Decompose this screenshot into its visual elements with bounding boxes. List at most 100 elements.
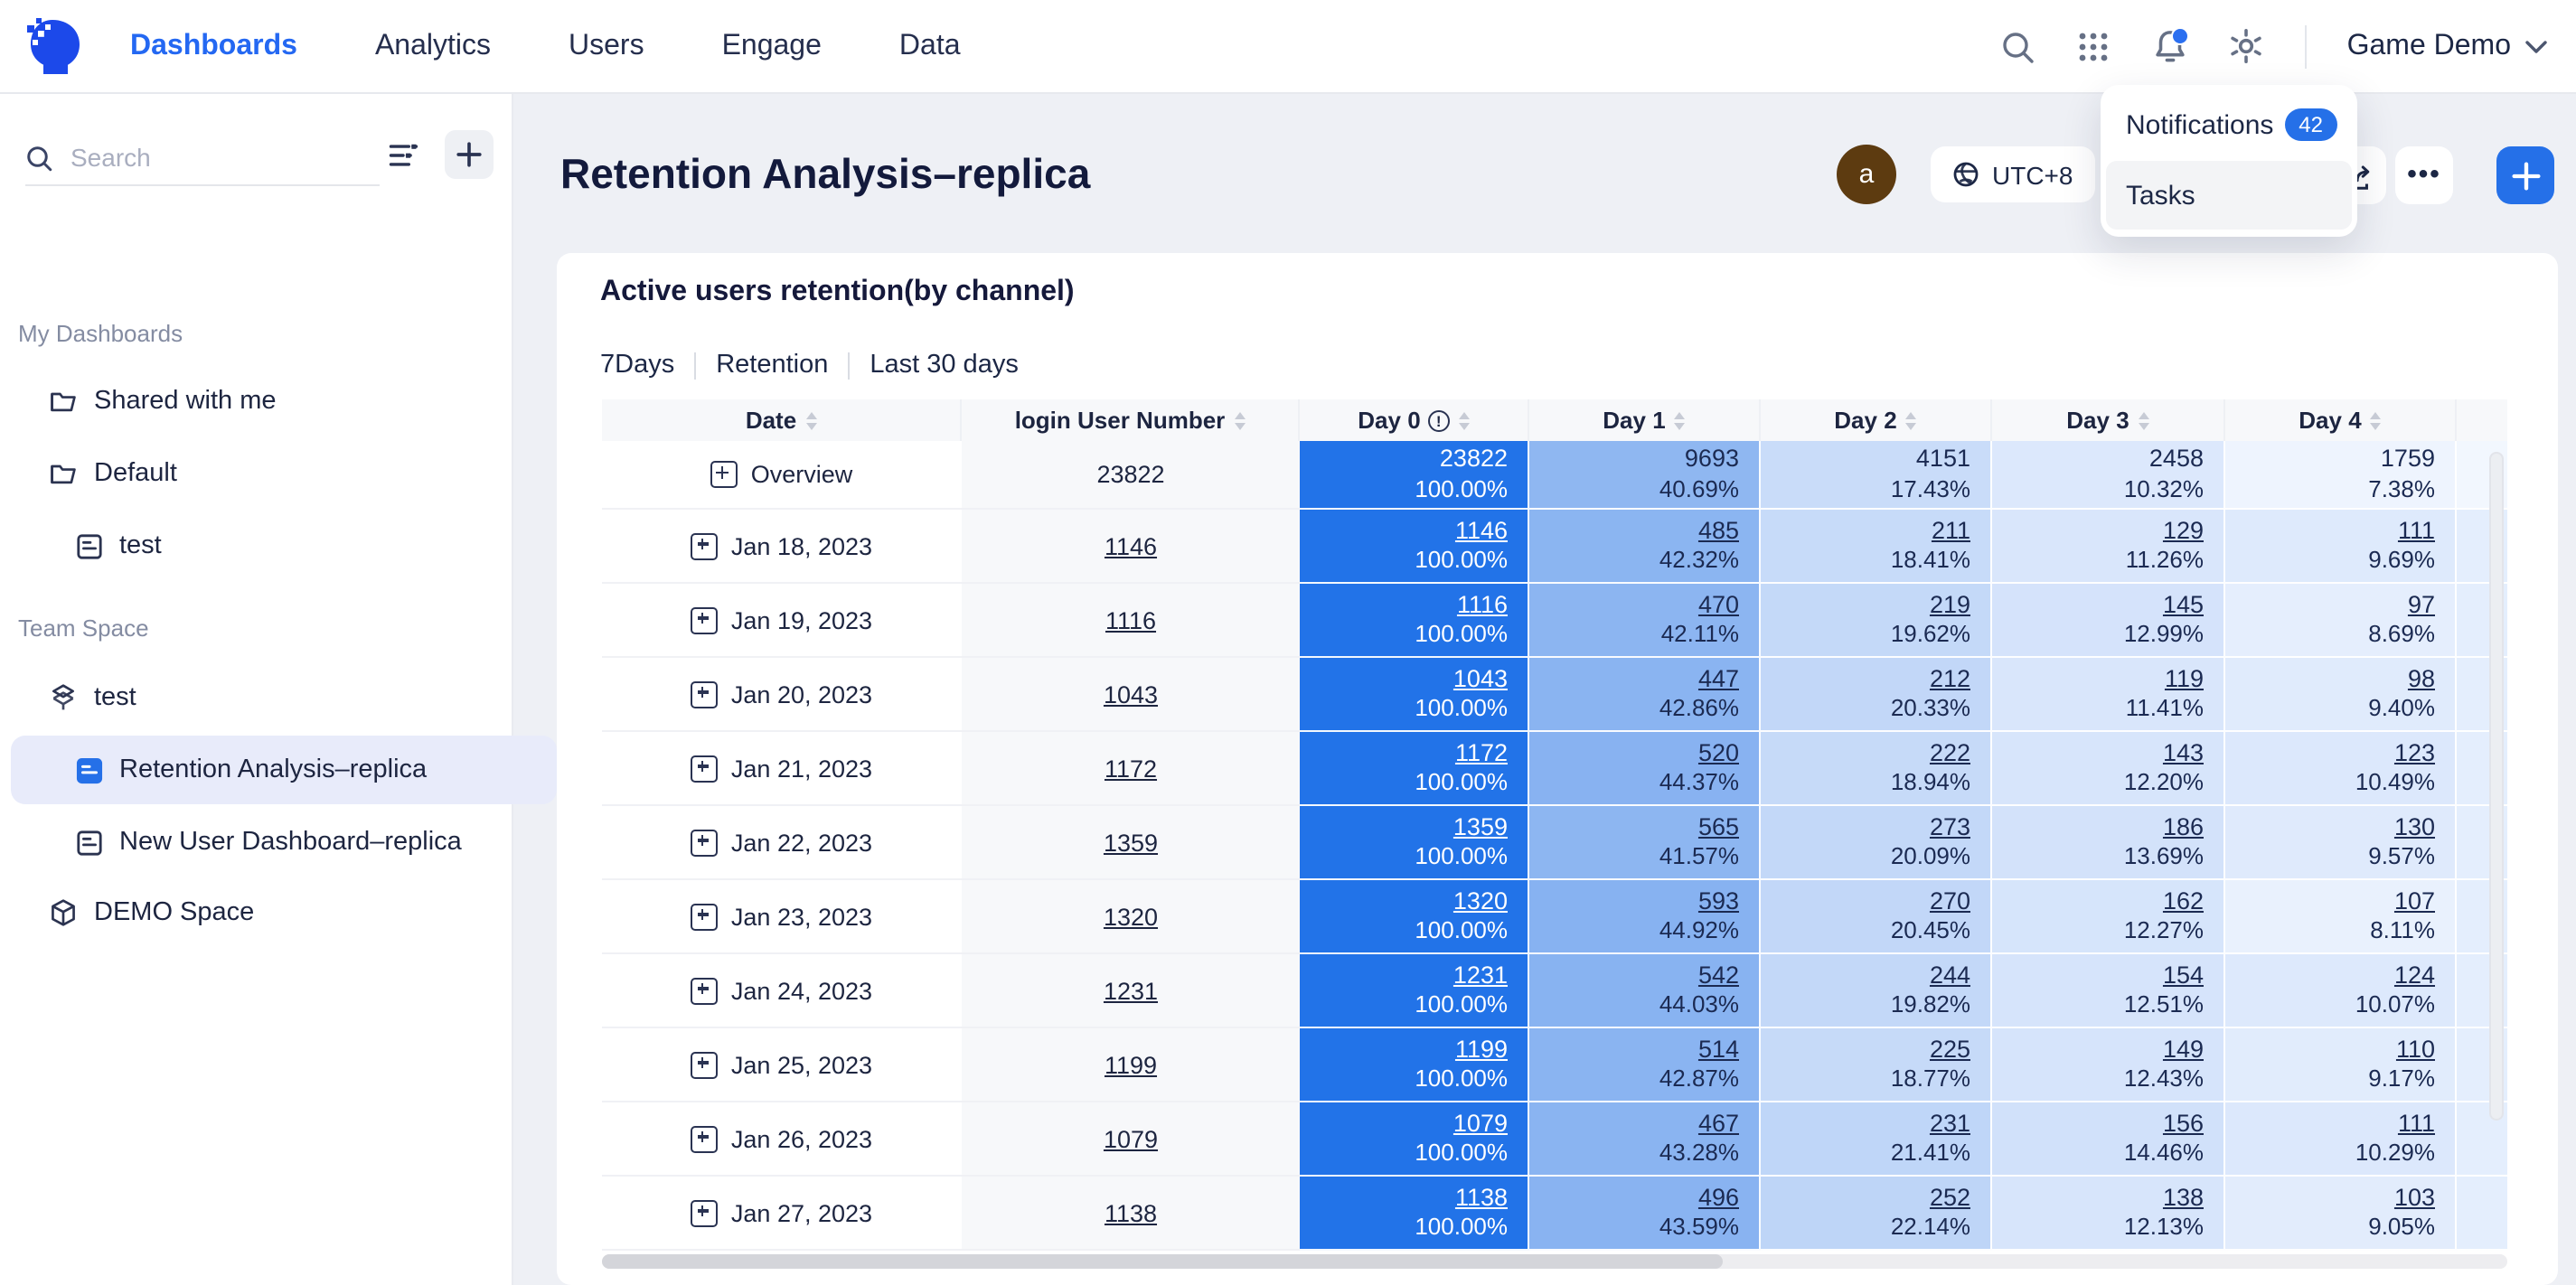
column-header-date[interactable]: Date xyxy=(602,399,962,441)
list-filter-icon[interactable] xyxy=(387,139,419,172)
day-value[interactable]: 565 xyxy=(1697,812,1739,839)
day-value[interactable]: 496 xyxy=(1697,1183,1739,1210)
column-header-day-1[interactable]: Day 1 xyxy=(1529,399,1761,441)
day-value[interactable]: 186 xyxy=(2162,812,2204,839)
login-user-number-value[interactable]: 1231 xyxy=(1103,977,1159,1004)
sidebar-item-shared-with-me[interactable]: Shared with me xyxy=(11,367,530,436)
login-user-number-value[interactable]: 1172 xyxy=(1104,755,1158,782)
day-value[interactable]: 1116 xyxy=(1456,590,1508,617)
row-expand-icon[interactable] xyxy=(691,977,719,1004)
vertical-scrollbar[interactable] xyxy=(2489,452,2504,1121)
day-value[interactable]: 273 xyxy=(1929,812,1970,839)
sidebar-item-default[interactable]: Default xyxy=(11,439,530,508)
row-expand-icon[interactable] xyxy=(691,829,719,856)
create-button[interactable] xyxy=(2496,146,2554,204)
day-value[interactable]: 1359 xyxy=(1453,812,1508,839)
day-value[interactable]: 119 xyxy=(2164,664,2204,691)
sidebar-item-demo-space[interactable]: DEMO Space xyxy=(11,878,530,947)
day-value[interactable]: 1079 xyxy=(1453,1109,1508,1136)
day-value[interactable]: 447 xyxy=(1697,664,1739,691)
login-user-number-value[interactable]: 1138 xyxy=(1104,1199,1158,1226)
row-expand-icon[interactable] xyxy=(691,755,719,782)
day-value[interactable]: 111 xyxy=(2397,516,2435,543)
horizontal-scrollbar[interactable] xyxy=(602,1254,2507,1269)
day-value[interactable]: 97 xyxy=(2407,590,2435,617)
app-logo-icon[interactable] xyxy=(22,14,87,80)
sort-icon[interactable] xyxy=(2138,411,2149,429)
row-expand-icon[interactable] xyxy=(691,606,719,633)
day-value[interactable]: 145 xyxy=(2162,590,2204,617)
login-user-number-value[interactable]: 1146 xyxy=(1104,532,1158,559)
apps-grid-icon[interactable] xyxy=(2074,26,2114,66)
sort-icon[interactable] xyxy=(805,411,817,429)
day-value[interactable]: 219 xyxy=(1929,590,1970,617)
day-value[interactable]: 270 xyxy=(1929,886,1970,914)
settings-gear-icon[interactable] xyxy=(2226,26,2266,66)
day-value[interactable]: 1146 xyxy=(1454,516,1508,543)
day-value[interactable]: 1199 xyxy=(1454,1035,1508,1062)
dropdown-item-tasks[interactable]: Tasks xyxy=(2106,161,2352,230)
day-value[interactable]: 470 xyxy=(1697,590,1739,617)
day-value[interactable]: 162 xyxy=(2162,886,2204,914)
info-icon[interactable]: ! xyxy=(1427,409,1450,431)
sidebar-item-new-user-dashboard-replica[interactable]: New User Dashboard–replica xyxy=(11,808,557,877)
more-options-button[interactable]: ••• xyxy=(2395,146,2453,204)
login-user-number-value[interactable]: 1359 xyxy=(1103,829,1159,856)
filter-last-30-days[interactable]: Last 30 days xyxy=(870,351,1019,380)
day-value[interactable]: 130 xyxy=(2393,812,2435,839)
notifications-bell-icon[interactable] xyxy=(2150,26,2190,66)
day-value[interactable]: 111 xyxy=(2397,1109,2435,1136)
day-value[interactable]: 143 xyxy=(2162,738,2204,765)
day-value[interactable]: 514 xyxy=(1697,1035,1739,1062)
login-user-number-value[interactable]: 1043 xyxy=(1103,680,1159,708)
avatar[interactable]: a xyxy=(1837,145,1896,204)
day-value[interactable]: 222 xyxy=(1929,738,1970,765)
row-expand-icon[interactable] xyxy=(691,1051,719,1078)
day-value[interactable]: 123 xyxy=(2393,738,2435,765)
day-value[interactable]: 212 xyxy=(1929,664,1970,691)
row-expand-icon[interactable] xyxy=(691,1199,719,1226)
row-expand-icon[interactable] xyxy=(691,532,719,559)
day-value[interactable]: 124 xyxy=(2393,961,2435,988)
column-header-day-2[interactable]: Day 2 xyxy=(1761,399,1992,441)
day-value[interactable]: 1172 xyxy=(1454,738,1508,765)
day-value[interactable]: 542 xyxy=(1697,961,1739,988)
day-value[interactable]: 1043 xyxy=(1453,664,1508,691)
nav-item-data[interactable]: Data xyxy=(898,30,961,61)
nav-item-engage[interactable]: Engage xyxy=(721,30,822,61)
sidebar-item-test[interactable]: test xyxy=(11,511,557,580)
dropdown-item-notifications[interactable]: Notifications 42 xyxy=(2106,89,2352,161)
sort-icon[interactable] xyxy=(1674,411,1686,429)
timezone-button[interactable]: UTC+8 xyxy=(1931,146,2095,202)
add-dashboard-button[interactable] xyxy=(445,130,494,179)
day-value[interactable]: 485 xyxy=(1697,516,1739,543)
day-value[interactable]: 467 xyxy=(1697,1109,1739,1136)
day-value[interactable]: 244 xyxy=(1929,961,1970,988)
login-user-number-value[interactable]: 1079 xyxy=(1103,1125,1159,1152)
sidebar-item-retention-analysis-replica[interactable]: Retention Analysis–replica xyxy=(11,736,557,804)
column-header-day-0[interactable]: Day 0! xyxy=(1300,399,1529,441)
day-value[interactable]: 156 xyxy=(2162,1109,2204,1136)
filter-retention[interactable]: Retention xyxy=(716,351,829,380)
nav-item-dashboards[interactable]: Dashboards xyxy=(130,30,297,61)
day-value[interactable]: 593 xyxy=(1697,886,1739,914)
day-value[interactable]: 154 xyxy=(2162,961,2204,988)
sidebar-item-test[interactable]: test xyxy=(11,663,530,732)
day-value[interactable]: 1231 xyxy=(1453,961,1508,988)
horizontal-scrollbar-thumb[interactable] xyxy=(602,1254,1723,1269)
day-value[interactable]: 225 xyxy=(1929,1035,1970,1062)
day-value[interactable]: 149 xyxy=(2162,1035,2204,1062)
account-menu[interactable]: Game Demo xyxy=(2347,30,2547,62)
login-user-number-value[interactable]: 1116 xyxy=(1105,606,1157,633)
day-value[interactable]: 1320 xyxy=(1453,886,1508,914)
column-header-login-user-number[interactable]: login User Number xyxy=(962,399,1300,441)
sidebar-search-input[interactable] xyxy=(67,141,345,174)
day-value[interactable]: 103 xyxy=(2393,1183,2435,1210)
day-value[interactable]: 1138 xyxy=(1454,1183,1508,1210)
day-value[interactable]: 211 xyxy=(1931,516,1970,543)
day-value[interactable]: 138 xyxy=(2162,1183,2204,1210)
sort-icon[interactable] xyxy=(1905,411,1917,429)
row-expand-icon[interactable] xyxy=(691,1125,719,1152)
login-user-number-value[interactable]: 1199 xyxy=(1104,1051,1158,1078)
day-value[interactable]: 252 xyxy=(1929,1183,1970,1210)
